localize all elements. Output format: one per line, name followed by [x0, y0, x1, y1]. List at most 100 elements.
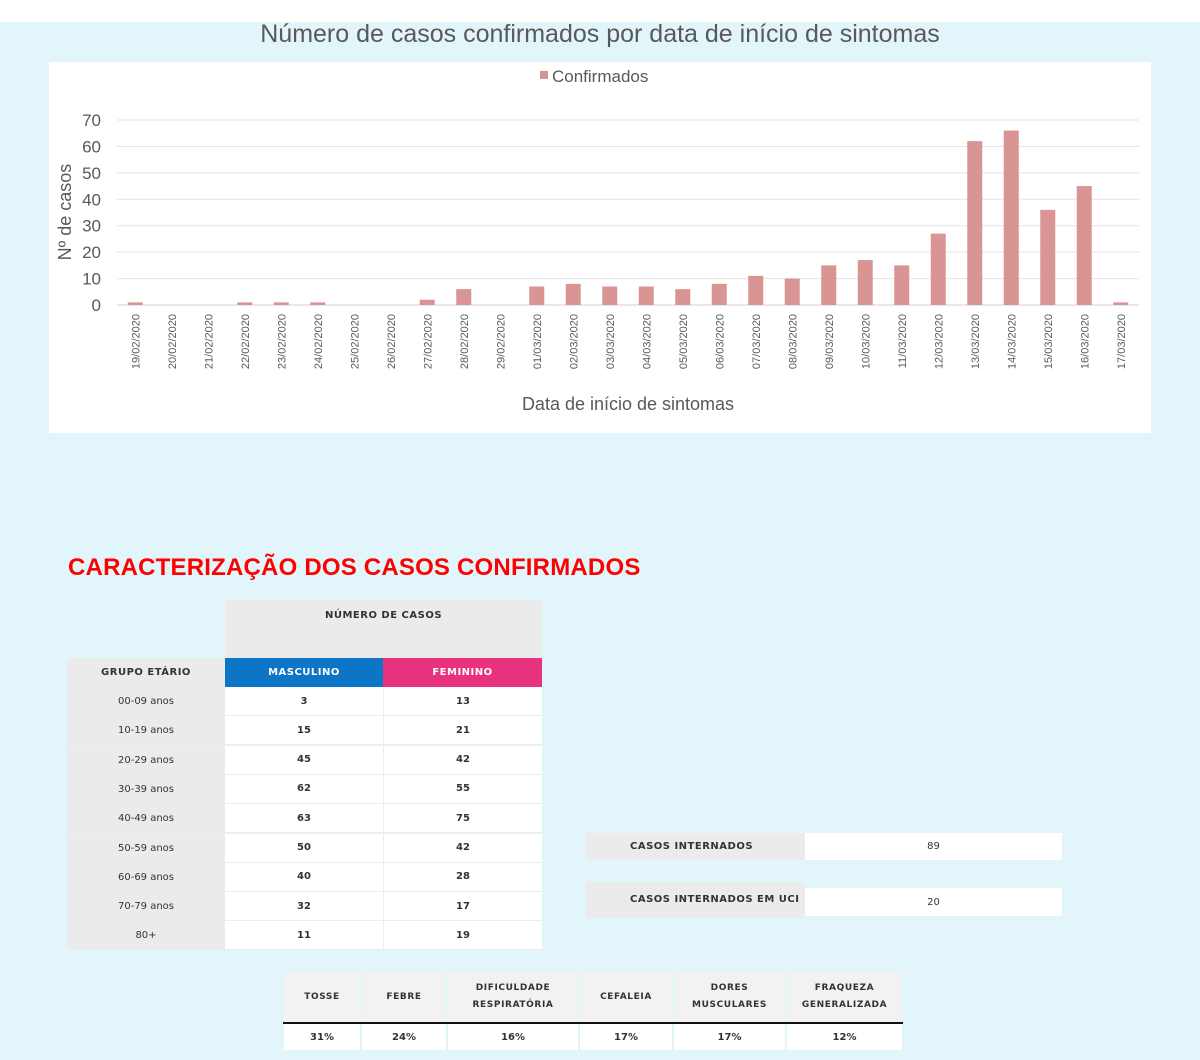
- male-count-cell: 40: [225, 862, 383, 892]
- x-tick-label: 05/03/2020: [678, 314, 690, 369]
- age-group-cell: 50-59 anos: [67, 833, 225, 863]
- x-tick-label: 15/03/2020: [1043, 314, 1055, 369]
- interned-value: 89: [805, 833, 1062, 860]
- male-count-cell: 50: [225, 833, 383, 863]
- age-group-header: GRUPO ETÁRIO: [67, 658, 225, 687]
- male-count-cell: 15: [225, 716, 383, 746]
- x-tick-label: 20/02/2020: [167, 314, 179, 369]
- female-count-cell: 75: [383, 804, 542, 834]
- y-tick-label: 50: [82, 164, 101, 183]
- x-tick-label: 04/03/2020: [641, 314, 653, 369]
- x-tick-label: 09/03/2020: [824, 314, 836, 369]
- symptom-label: DIFICULDADE RESPIRATÓRIA: [448, 972, 578, 1022]
- bar: [127, 302, 143, 305]
- x-tick-label: 07/03/2020: [751, 314, 763, 369]
- symptoms-divider: [283, 1022, 903, 1024]
- symptom-label: DORES MUSCULARES: [674, 972, 785, 1022]
- symptom-label: CEFALEIA: [580, 972, 672, 1022]
- x-tick-label: 13/03/2020: [970, 314, 982, 369]
- age-group-cell: 10-19 anos: [67, 716, 225, 746]
- male-count-cell: 3: [225, 687, 383, 716]
- symptom-value: 17%: [674, 1024, 785, 1050]
- bar: [675, 289, 691, 305]
- y-tick-label: 30: [82, 217, 101, 236]
- male-count-cell: 32: [225, 892, 383, 922]
- symptom-value: 16%: [448, 1024, 578, 1050]
- bar: [894, 265, 910, 305]
- male-count-cell: 45: [225, 745, 383, 775]
- icu-value: 20: [805, 888, 1062, 916]
- bar: [419, 299, 435, 305]
- bar: [602, 286, 618, 305]
- y-tick-label: 60: [82, 137, 101, 156]
- y-axis-label: Nº de casos: [55, 164, 75, 261]
- symptoms-table: TOSSE 31% FEBRE 24% DIFICULDADE RESPIRATÓRIA…: [283, 972, 903, 1052]
- x-tick-label: 22/02/2020: [240, 314, 252, 369]
- x-tick-label: 11/03/2020: [897, 314, 909, 368]
- bar: [565, 283, 581, 305]
- x-tick-label: 26/02/2020: [386, 314, 398, 369]
- x-tick-label: 16/03/2020: [1079, 314, 1091, 369]
- symptom-value: 12%: [787, 1024, 902, 1050]
- age-group-cell: 70-79 anos: [67, 892, 225, 922]
- female-count-cell: 42: [383, 833, 542, 863]
- male-count-cell: 62: [225, 774, 383, 804]
- x-tick-label: 29/02/2020: [495, 314, 507, 369]
- bar: [310, 302, 326, 305]
- bar: [638, 286, 654, 305]
- x-tick-label: 23/02/2020: [276, 314, 288, 369]
- age-group-cell: 00-09 anos: [67, 687, 225, 716]
- age-group-cell: 40-49 anos: [67, 804, 225, 834]
- x-tick-label: 17/03/2020: [1116, 314, 1128, 369]
- y-tick-label: 70: [82, 111, 101, 130]
- symptom-label: FRAQUEZA GENERALIZADA: [787, 972, 902, 1022]
- bar: [273, 302, 289, 305]
- bar: [711, 283, 727, 305]
- bar: [930, 233, 946, 305]
- legend-swatch: [540, 71, 548, 79]
- top-bar: [0, 0, 1200, 22]
- y-tick-label: 0: [92, 296, 101, 315]
- symptom-value: 24%: [362, 1024, 446, 1050]
- y-tick-label: 40: [82, 190, 101, 209]
- chart-title: Número de casos confirmados por data de …: [260, 20, 940, 48]
- age-group-cell: 20-29 anos: [67, 745, 225, 775]
- symptom-label: TOSSE: [284, 972, 360, 1022]
- age-group-cell: 60-69 anos: [67, 862, 225, 892]
- x-tick-label: 19/02/2020: [130, 314, 142, 369]
- bar: [967, 141, 983, 305]
- chart-panel: 0 10 20 30 40 50 60 70 Nº de casos Data de início…: [49, 62, 1151, 433]
- symptom-value: 31%: [284, 1024, 360, 1050]
- male-header: MASCULINO: [225, 658, 383, 687]
- y-tick-label: 10: [82, 270, 101, 289]
- age-group-cell: 30-39 anos: [67, 774, 225, 804]
- interned-label: CASOS INTERNADOS: [586, 833, 805, 860]
- bar: [748, 275, 764, 305]
- legend-label: Confirmados: [552, 67, 648, 86]
- female-count-cell: 55: [383, 774, 542, 804]
- section-title: CARACTERIZAÇÃO DOS CASOS CONFIRMADOS: [68, 554, 641, 581]
- x-tick-label: 14/03/2020: [1006, 314, 1018, 369]
- female-count-cell: 17: [383, 892, 542, 922]
- male-count-cell: 63: [225, 804, 383, 834]
- bar: [1003, 130, 1019, 305]
- x-tick-label: 12/03/2020: [933, 314, 945, 369]
- bar: [1040, 209, 1056, 305]
- x-tick-label: 25/02/2020: [349, 314, 361, 369]
- x-tick-label: 27/02/2020: [422, 314, 434, 369]
- bar: [1113, 302, 1129, 305]
- icu-label: CASOS INTERNADOS EM UCI: [586, 882, 805, 918]
- bar: [784, 278, 800, 305]
- bar: [529, 286, 545, 305]
- x-tick-label: 02/03/2020: [568, 314, 580, 369]
- x-tick-label: 21/02/2020: [203, 314, 215, 369]
- y-tick-label: 20: [82, 243, 101, 262]
- bar: [237, 302, 253, 305]
- female-count-cell: 21: [383, 716, 542, 746]
- bar: [821, 265, 837, 305]
- bar: [857, 260, 873, 305]
- x-tick-label: 28/02/2020: [459, 314, 471, 369]
- cases-header: NÚMERO DE CASOS: [225, 600, 542, 658]
- x-tick-label: 10/03/2020: [860, 314, 872, 369]
- bar: [456, 289, 472, 305]
